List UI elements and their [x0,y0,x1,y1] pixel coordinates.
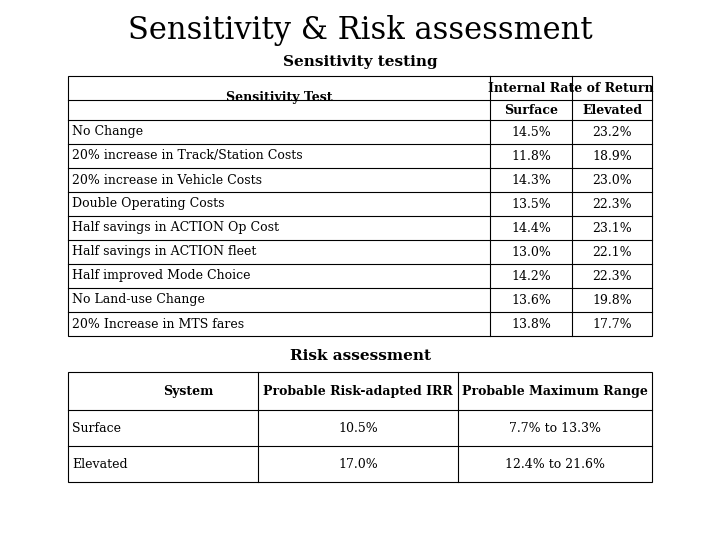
Text: 23.0%: 23.0% [592,173,632,186]
Text: 22.3%: 22.3% [592,269,632,282]
Text: 23.2%: 23.2% [592,125,632,138]
Text: 7.7% to 13.3%: 7.7% to 13.3% [509,422,601,435]
Text: Surface: Surface [72,422,121,435]
Text: Half savings in ACTION fleet: Half savings in ACTION fleet [72,246,256,259]
Text: Half improved Mode Choice: Half improved Mode Choice [72,269,251,282]
Text: 12.4% to 21.6%: 12.4% to 21.6% [505,457,605,470]
Text: 17.0%: 17.0% [338,457,378,470]
Text: 18.9%: 18.9% [592,150,632,163]
Text: 13.0%: 13.0% [511,246,551,259]
Text: Double Operating Costs: Double Operating Costs [72,198,225,211]
Text: 14.2%: 14.2% [511,269,551,282]
Text: Sensitivity testing: Sensitivity testing [283,55,437,69]
Text: 20% Increase in MTS fares: 20% Increase in MTS fares [72,318,244,330]
Text: Sensitivity Test: Sensitivity Test [226,91,332,105]
Text: No Change: No Change [72,125,143,138]
Text: No Land-use Change: No Land-use Change [72,294,205,307]
Text: 10.5%: 10.5% [338,422,378,435]
Text: 14.5%: 14.5% [511,125,551,138]
Text: 13.8%: 13.8% [511,318,551,330]
Text: 22.3%: 22.3% [592,198,632,211]
Text: 19.8%: 19.8% [592,294,632,307]
Text: Half savings in ACTION Op Cost: Half savings in ACTION Op Cost [72,221,279,234]
Text: System: System [163,384,213,397]
Text: 13.5%: 13.5% [511,198,551,211]
Text: 20% increase in Vehicle Costs: 20% increase in Vehicle Costs [72,173,262,186]
Text: 14.3%: 14.3% [511,173,551,186]
Text: 17.7%: 17.7% [592,318,632,330]
Text: Probable Risk-adapted IRR: Probable Risk-adapted IRR [263,384,453,397]
Text: Risk assessment: Risk assessment [289,349,431,363]
Text: Probable Maximum Range: Probable Maximum Range [462,384,648,397]
Text: Internal Rate of Return: Internal Rate of Return [488,82,654,94]
Text: 23.1%: 23.1% [592,221,632,234]
Text: 11.8%: 11.8% [511,150,551,163]
Bar [68,76,652,336]
Text: 22.1%: 22.1% [592,246,632,259]
Text: Elevated: Elevated [72,457,127,470]
Bar [68,372,652,482]
Text: Elevated: Elevated [582,104,642,117]
Text: Sensitivity & Risk assessment: Sensitivity & Risk assessment [127,15,593,45]
Text: 13.6%: 13.6% [511,294,551,307]
Text: 14.4%: 14.4% [511,221,551,234]
Text: Surface: Surface [504,104,558,117]
Text: 20% increase in Track/Station Costs: 20% increase in Track/Station Costs [72,150,302,163]
